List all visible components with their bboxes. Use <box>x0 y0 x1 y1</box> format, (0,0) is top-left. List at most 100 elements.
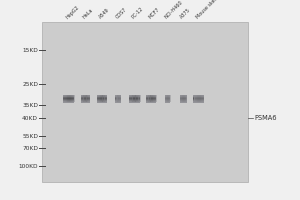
Bar <box>97 97 107 98</box>
Text: 15KD: 15KD <box>22 47 38 52</box>
Bar <box>194 99 204 100</box>
Bar <box>179 102 187 103</box>
Bar <box>99 95 100 102</box>
Text: PC-12: PC-12 <box>131 6 145 20</box>
Bar <box>97 97 107 98</box>
Bar <box>199 95 200 102</box>
Bar <box>81 97 90 98</box>
Bar <box>165 102 170 103</box>
Bar <box>147 95 148 102</box>
Text: NCI-H460: NCI-H460 <box>164 0 184 20</box>
Bar <box>63 96 74 97</box>
Bar <box>152 95 153 102</box>
Bar <box>165 95 166 102</box>
Bar <box>135 95 136 102</box>
Bar <box>81 100 90 101</box>
Bar <box>129 101 140 102</box>
Bar <box>184 95 185 102</box>
Bar <box>194 102 204 103</box>
Bar <box>89 95 90 102</box>
Bar <box>129 95 130 102</box>
Bar <box>129 97 140 98</box>
Text: 70KD: 70KD <box>22 146 38 151</box>
Bar <box>115 99 121 100</box>
Bar <box>148 95 149 102</box>
Text: 100KD: 100KD <box>19 164 38 168</box>
Bar <box>132 95 133 102</box>
Bar <box>129 95 140 96</box>
Bar <box>81 95 90 96</box>
Bar <box>146 97 156 98</box>
Bar <box>146 101 156 102</box>
Bar <box>121 95 122 102</box>
Bar <box>194 96 204 97</box>
Bar <box>155 95 156 102</box>
Bar <box>146 96 156 97</box>
Bar <box>64 95 65 102</box>
Bar <box>165 99 170 100</box>
Bar <box>179 98 187 99</box>
Bar <box>97 100 107 101</box>
Bar <box>67 95 68 102</box>
Bar <box>194 97 204 98</box>
Bar <box>165 98 170 99</box>
Bar <box>81 95 82 102</box>
Bar <box>119 95 120 102</box>
Bar <box>115 98 121 99</box>
Bar <box>63 100 74 101</box>
Bar <box>130 95 131 102</box>
Bar <box>72 95 73 102</box>
Bar <box>194 101 204 102</box>
Bar <box>115 95 121 96</box>
Bar <box>104 95 105 102</box>
Bar <box>146 98 156 99</box>
Bar <box>115 99 121 100</box>
Text: 40KD: 40KD <box>22 116 38 120</box>
Bar <box>83 95 84 102</box>
Bar <box>165 100 170 101</box>
Bar <box>63 95 74 96</box>
Bar <box>97 98 107 99</box>
Text: HepG2: HepG2 <box>65 5 81 20</box>
Bar <box>194 95 195 102</box>
Bar <box>115 100 121 101</box>
Bar <box>97 102 107 103</box>
Bar <box>86 95 87 102</box>
Bar <box>165 99 170 100</box>
Text: PSMA6: PSMA6 <box>254 115 277 121</box>
Bar <box>146 100 156 101</box>
Bar <box>179 99 187 100</box>
Bar <box>115 97 121 98</box>
Bar <box>202 95 203 102</box>
Bar <box>184 95 185 102</box>
Bar <box>63 98 74 99</box>
Bar <box>194 98 204 99</box>
Bar <box>134 95 135 102</box>
Bar <box>115 102 121 103</box>
Bar <box>146 95 147 102</box>
Bar <box>138 95 139 102</box>
Bar <box>186 95 187 102</box>
Text: 35KD: 35KD <box>22 103 38 108</box>
Bar <box>179 96 187 97</box>
Bar <box>151 95 152 102</box>
Bar <box>129 99 140 100</box>
Bar <box>146 99 156 100</box>
Text: HeLa: HeLa <box>82 8 94 20</box>
Bar <box>195 95 196 102</box>
Bar <box>106 95 107 102</box>
Bar <box>98 95 99 102</box>
Bar <box>197 95 198 102</box>
Bar <box>129 96 140 97</box>
Bar <box>132 95 133 102</box>
Bar <box>165 97 170 98</box>
Bar <box>117 95 118 102</box>
Bar <box>194 95 204 96</box>
Bar <box>63 97 74 98</box>
Bar <box>201 95 202 102</box>
Bar <box>165 96 170 97</box>
Bar <box>131 95 132 102</box>
Bar <box>115 101 121 102</box>
Bar <box>198 95 199 102</box>
Bar <box>150 95 151 102</box>
